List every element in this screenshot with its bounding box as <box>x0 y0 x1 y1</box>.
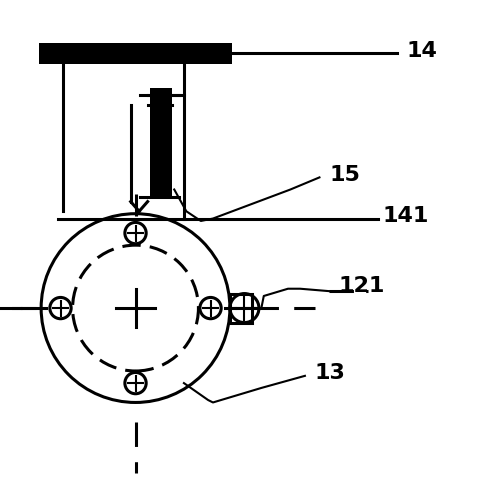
Text: 14: 14 <box>407 41 438 61</box>
Text: 141: 141 <box>382 206 429 226</box>
Text: 13: 13 <box>315 364 346 384</box>
Bar <box>39 44 232 64</box>
Bar <box>150 88 172 197</box>
Text: 121: 121 <box>339 276 385 296</box>
Text: 15: 15 <box>329 165 360 185</box>
Bar <box>230 294 252 322</box>
